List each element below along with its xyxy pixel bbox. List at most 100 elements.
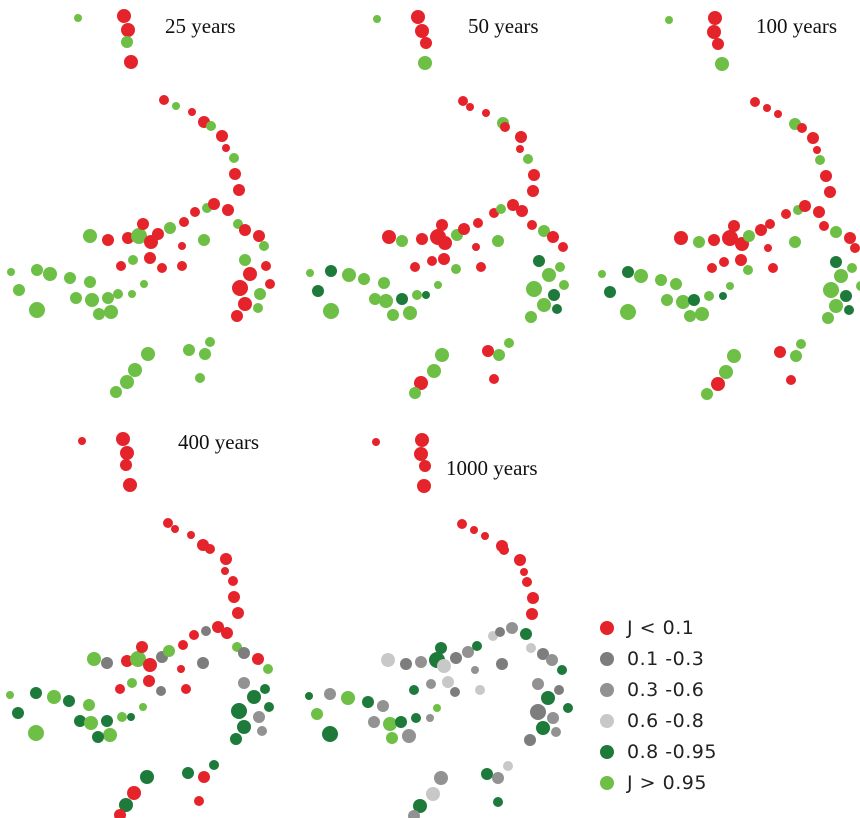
map-point bbox=[264, 702, 274, 712]
map-point bbox=[715, 57, 729, 71]
legend-label: 0.3 -0.6 bbox=[627, 678, 705, 701]
map-point bbox=[396, 235, 408, 247]
map-point bbox=[412, 290, 422, 300]
map-point bbox=[548, 289, 560, 301]
map-point bbox=[172, 102, 180, 110]
map-point bbox=[559, 280, 569, 290]
map-point bbox=[130, 651, 146, 667]
map-point bbox=[342, 268, 356, 282]
map-point bbox=[74, 715, 86, 727]
map-point bbox=[306, 269, 314, 277]
map-point bbox=[177, 665, 185, 673]
map-point bbox=[552, 304, 562, 314]
map-point bbox=[243, 267, 257, 281]
map-point bbox=[411, 10, 425, 24]
map-point bbox=[121, 36, 133, 48]
map-point bbox=[516, 145, 524, 153]
map-point bbox=[409, 387, 421, 399]
map-point bbox=[796, 339, 806, 349]
map-point bbox=[325, 265, 337, 277]
map-point bbox=[856, 281, 860, 291]
legend-label: J > 0.95 bbox=[627, 771, 707, 794]
map-point bbox=[187, 531, 195, 539]
map-point bbox=[707, 25, 721, 39]
map-point bbox=[500, 122, 510, 132]
map-point bbox=[113, 289, 123, 299]
map-point bbox=[43, 267, 57, 281]
map-point bbox=[163, 645, 175, 657]
map-point bbox=[263, 664, 273, 674]
map-point bbox=[774, 110, 782, 118]
map-point bbox=[523, 154, 533, 164]
map-point bbox=[182, 767, 194, 779]
map-point bbox=[140, 280, 148, 288]
map-point bbox=[379, 294, 393, 308]
map-point bbox=[451, 264, 461, 274]
map-point bbox=[178, 242, 186, 250]
map-point bbox=[188, 108, 196, 116]
map-point bbox=[695, 307, 709, 321]
map-point bbox=[712, 38, 724, 50]
map-point bbox=[684, 310, 696, 322]
map-point bbox=[13, 284, 25, 296]
map-point bbox=[400, 658, 412, 670]
map-point bbox=[128, 363, 142, 377]
panel-title-25-years: 25 years bbox=[165, 14, 236, 38]
map-point bbox=[408, 810, 420, 818]
map-point bbox=[789, 236, 801, 248]
map-point bbox=[426, 714, 434, 722]
panel-title-50-years: 50 years bbox=[468, 14, 539, 38]
map-point bbox=[128, 290, 136, 298]
map-panel-400-years bbox=[0, 420, 290, 818]
map-point bbox=[402, 729, 416, 743]
map-point bbox=[221, 627, 233, 639]
map-point bbox=[764, 244, 772, 252]
legend-swatch-circle-icon bbox=[600, 775, 614, 790]
map-point bbox=[434, 281, 442, 289]
map-point bbox=[260, 684, 270, 694]
map-point bbox=[194, 796, 204, 806]
map-point bbox=[120, 375, 134, 389]
map-point bbox=[121, 655, 133, 667]
legend-label: J < 0.1 bbox=[627, 616, 695, 639]
map-point bbox=[527, 185, 539, 197]
map-point bbox=[538, 225, 550, 237]
map-point bbox=[253, 303, 263, 313]
map-point bbox=[820, 170, 832, 182]
map-point bbox=[237, 720, 251, 734]
map-point bbox=[64, 272, 76, 284]
map-point bbox=[719, 257, 729, 267]
map-point bbox=[229, 153, 239, 163]
map-point bbox=[117, 712, 127, 722]
map-panel-50-years bbox=[296, 0, 586, 400]
map-point bbox=[665, 16, 673, 24]
map-point bbox=[688, 294, 700, 306]
map-point bbox=[520, 568, 528, 576]
map-plot-100-years bbox=[598, 11, 860, 400]
map-point bbox=[358, 273, 370, 285]
map-point bbox=[110, 386, 122, 398]
map-point bbox=[768, 263, 778, 273]
map-point bbox=[171, 525, 179, 533]
map-point bbox=[119, 798, 133, 812]
map-point bbox=[127, 678, 137, 688]
map-point bbox=[813, 206, 825, 218]
legend-item: 0.3 -0.6 bbox=[600, 674, 770, 705]
map-point bbox=[526, 643, 536, 653]
map-point bbox=[373, 15, 381, 23]
map-point bbox=[557, 665, 567, 675]
legend-item: J > 0.95 bbox=[600, 767, 770, 798]
map-point bbox=[524, 734, 536, 746]
map-point bbox=[121, 23, 135, 37]
map-point bbox=[416, 233, 428, 245]
panel-title-400-years: 400 years bbox=[178, 430, 260, 454]
map-point bbox=[252, 653, 264, 665]
map-point bbox=[526, 281, 542, 297]
map-point bbox=[527, 220, 537, 230]
map-point bbox=[410, 262, 420, 272]
map-point bbox=[12, 707, 24, 719]
map-point bbox=[115, 684, 125, 694]
legend-label: 0.8 -0.95 bbox=[627, 740, 717, 763]
map-point bbox=[482, 345, 494, 357]
map-point bbox=[144, 252, 156, 264]
